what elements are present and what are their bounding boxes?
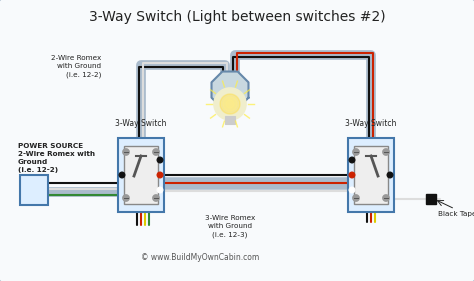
Circle shape xyxy=(383,194,390,201)
Circle shape xyxy=(383,148,390,155)
Circle shape xyxy=(353,194,359,201)
Bar xyxy=(426,194,436,204)
Circle shape xyxy=(214,88,246,120)
Circle shape xyxy=(349,187,355,193)
Circle shape xyxy=(349,157,355,163)
Circle shape xyxy=(157,187,163,193)
Text: Black Tape: Black Tape xyxy=(438,211,474,217)
FancyBboxPatch shape xyxy=(348,138,394,212)
Text: 3-Wire Romex
with Ground
(i.e. 12-3): 3-Wire Romex with Ground (i.e. 12-3) xyxy=(205,215,255,237)
Bar xyxy=(354,146,388,204)
Circle shape xyxy=(220,94,240,114)
Bar xyxy=(124,146,158,204)
Text: 2-Wire Romex
with Ground
(i.e. 12-2): 2-Wire Romex with Ground (i.e. 12-2) xyxy=(51,55,101,78)
Polygon shape xyxy=(211,72,248,108)
Text: © www.BuildMyOwnCabin.com: © www.BuildMyOwnCabin.com xyxy=(141,253,259,262)
Circle shape xyxy=(153,194,159,201)
Circle shape xyxy=(226,100,234,108)
Circle shape xyxy=(349,172,355,178)
Text: POWER SOURCE
2-Wire Romex with
Ground
(i.e. 12-2): POWER SOURCE 2-Wire Romex with Ground (i… xyxy=(18,143,95,173)
Bar xyxy=(225,116,235,124)
Circle shape xyxy=(153,148,159,155)
Circle shape xyxy=(223,97,237,111)
Bar xyxy=(20,175,48,205)
Circle shape xyxy=(122,148,129,155)
Text: 3-Way Switch (Light between switches #2): 3-Way Switch (Light between switches #2) xyxy=(89,10,385,24)
Circle shape xyxy=(157,157,163,163)
Circle shape xyxy=(122,194,129,201)
Circle shape xyxy=(387,172,393,178)
Text: 3-Way Switch: 3-Way Switch xyxy=(115,119,167,128)
Circle shape xyxy=(353,148,359,155)
Circle shape xyxy=(157,172,163,178)
FancyBboxPatch shape xyxy=(118,138,164,212)
Text: 3-Way Switch: 3-Way Switch xyxy=(346,119,397,128)
Circle shape xyxy=(119,172,125,178)
